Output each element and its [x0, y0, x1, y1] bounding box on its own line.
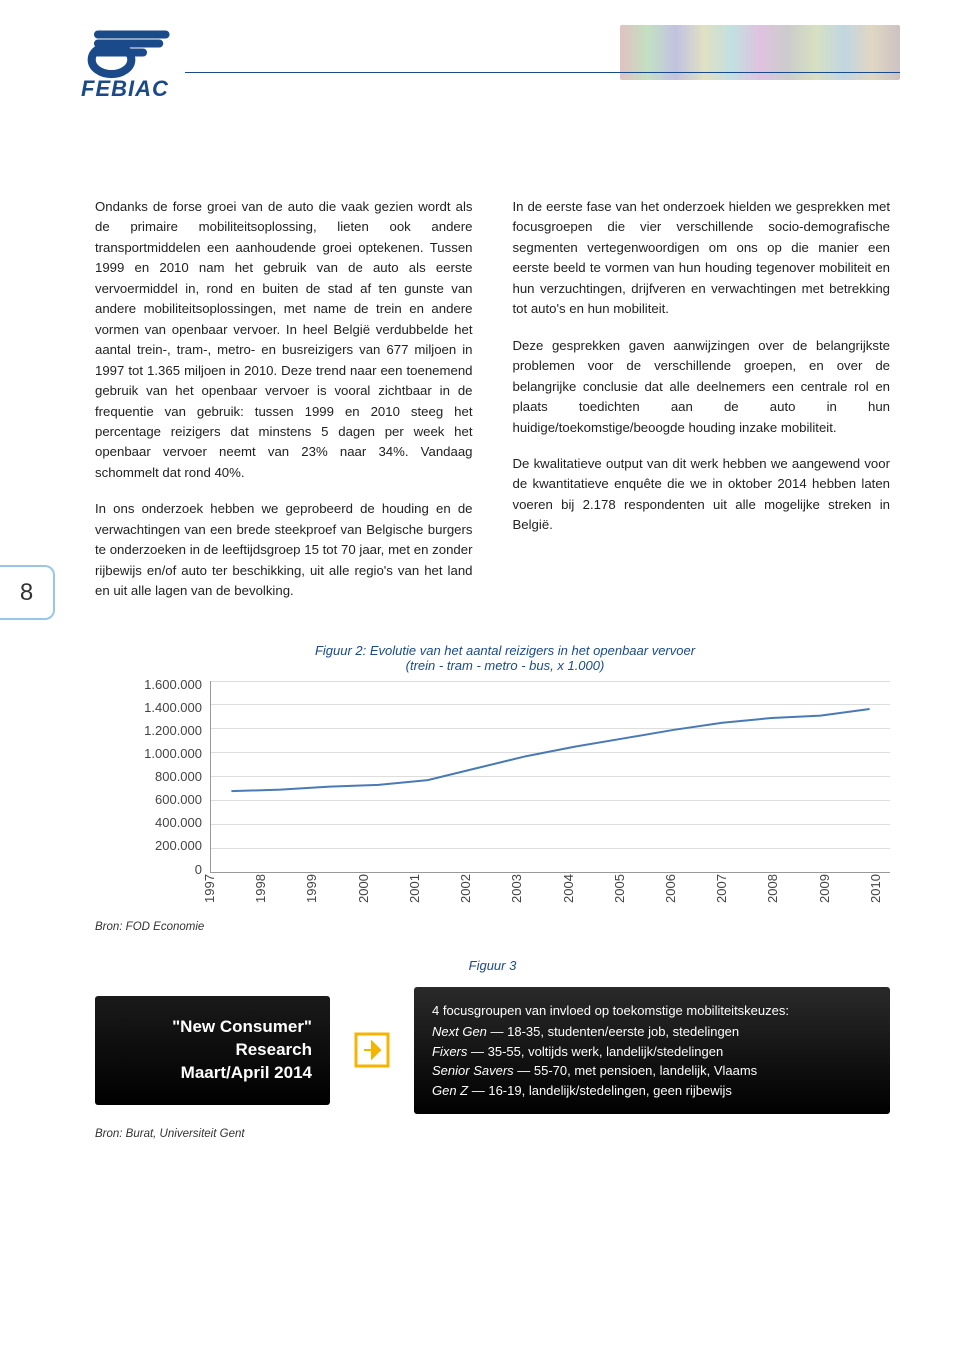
- left-box-line: Research: [113, 1039, 312, 1062]
- right-column: In de eerste fase van het onderzoek hiel…: [513, 197, 891, 618]
- focus-group-line: Next Gen — 18-35, studenten/eerste job, …: [432, 1022, 872, 1042]
- paragraph: De kwalitatieve output van dit werk hebb…: [513, 454, 891, 536]
- y-axis: 1.600.000 1.400.000 1.200.000 1.000.000 800.…: [130, 677, 210, 877]
- focus-groups-heading: 4 focusgroupen van invloed op toekomstig…: [432, 1001, 872, 1021]
- paragraph: In de eerste fase van het onderzoek hiel…: [513, 197, 891, 320]
- x-tick: 2003: [509, 889, 539, 903]
- paragraph: Deze gesprekken gaven aanwijzingen over …: [513, 336, 891, 438]
- x-tick: 1997: [202, 889, 232, 903]
- line-path: [211, 681, 890, 872]
- x-tick: 1999: [304, 889, 334, 903]
- figure-3: Figuur 3 "New Consumer" Research Maart/A…: [0, 958, 960, 1115]
- figure-3-title: Figuur 3: [95, 958, 890, 973]
- right-box: 4 focusgroupen van invloed op toekomstig…: [414, 987, 890, 1115]
- left-box-line: Maart/April 2014: [113, 1062, 312, 1085]
- x-tick: 2001: [407, 889, 437, 903]
- paragraph: In ons onderzoek hebben we geprobeerd de…: [95, 499, 473, 601]
- arrow-icon: [350, 1028, 394, 1072]
- x-tick: 2004: [561, 889, 591, 903]
- chart-source: Bron: FOD Economie: [95, 921, 960, 933]
- left-box: "New Consumer" Research Maart/April 2014: [95, 996, 330, 1105]
- y-tick: 600.000: [130, 792, 202, 807]
- page-number: 8: [0, 565, 55, 620]
- x-tick: 2009: [817, 889, 847, 903]
- brand-logo: FEBIAC: [80, 25, 170, 102]
- y-tick: 400.000: [130, 815, 202, 830]
- y-tick: 1.600.000: [130, 677, 202, 692]
- figure-2-chart: Figuur 2: Evolutie van het aantal reizig…: [120, 643, 890, 907]
- x-tick: 2000: [356, 889, 386, 903]
- figure-3-source: Bron: Burat, Universiteit Gent: [95, 1128, 960, 1140]
- page-header: FEBIAC: [0, 0, 960, 102]
- x-tick: 2008: [765, 889, 795, 903]
- x-tick: 2006: [663, 889, 693, 903]
- focus-group-line: Senior Savers — 55-70, met pensioen, lan…: [432, 1061, 872, 1081]
- y-tick: 800.000: [130, 769, 202, 784]
- focus-group-line: Fixers — 35-55, voltijds werk, landelijk…: [432, 1042, 872, 1062]
- header-rule: [185, 72, 900, 73]
- chart-title: Figuur 2: Evolutie van het aantal reizig…: [120, 643, 890, 673]
- y-tick: 0: [130, 862, 202, 877]
- y-tick: 200.000: [130, 838, 202, 853]
- logo-icon: [80, 25, 170, 80]
- chart-box: 1.600.000 1.400.000 1.200.000 1.000.000 800.…: [130, 677, 890, 907]
- y-tick: 1.200.000: [130, 723, 202, 738]
- x-axis: 1997199819992000200120022003200420052006…: [210, 877, 890, 907]
- x-tick: 2002: [458, 889, 488, 903]
- y-tick: 1.400.000: [130, 700, 202, 715]
- figure-3-row: "New Consumer" Research Maart/April 2014…: [95, 987, 890, 1115]
- left-column: Ondanks de forse groei van de auto die v…: [95, 197, 473, 618]
- y-tick: 1.000.000: [130, 746, 202, 761]
- x-tick: 2010: [868, 889, 898, 903]
- body-columns: Ondanks de forse groei van de auto die v…: [0, 102, 960, 618]
- x-tick: 1998: [253, 889, 283, 903]
- x-tick: 2007: [714, 889, 744, 903]
- left-box-line: "New Consumer": [113, 1016, 312, 1039]
- x-tick: 2005: [612, 889, 642, 903]
- plot-area: [210, 681, 890, 873]
- focus-group-line: Gen Z — 16-19, landelijk/stedelingen, ge…: [432, 1081, 872, 1101]
- paragraph: Ondanks de forse groei van de auto die v…: [95, 197, 473, 483]
